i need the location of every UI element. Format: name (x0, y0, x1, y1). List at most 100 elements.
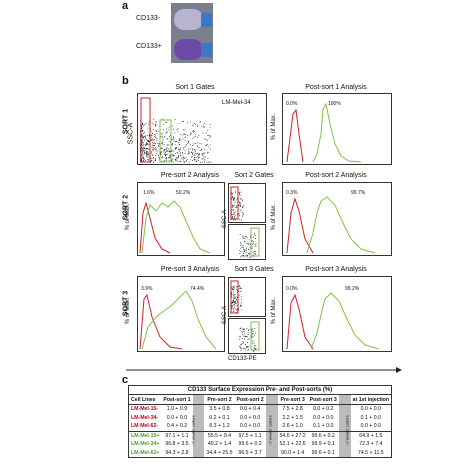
scatter-dot (152, 144, 153, 146)
scatter-dot (185, 159, 187, 161)
scatter-dot (141, 148, 143, 150)
table-cell: 94.3 + 2.8 (165, 449, 189, 456)
scatter-dot (147, 147, 149, 149)
scatter-dot (251, 330, 253, 332)
table-cell: 34.4 + 25.5 (206, 449, 233, 456)
scatter-dot (158, 143, 160, 145)
scatter-dot (244, 248, 246, 250)
scatter-dot (233, 198, 235, 200)
scatter-dot (147, 152, 149, 154)
scatter-dot (144, 124, 145, 126)
scatter-dot (152, 138, 153, 140)
scatter-dot (241, 212, 243, 213)
scatter-dot (155, 137, 157, 138)
scatter-dot (152, 150, 154, 152)
scatter-dot (143, 135, 145, 137)
scatter-dot (232, 196, 233, 198)
scatter-dot (175, 147, 177, 149)
post1-ylabel: % of Max. (271, 113, 277, 141)
scatter-dot (244, 241, 246, 242)
scatter-dot (242, 348, 244, 350)
scatter-dot (245, 349, 246, 351)
scatter-dot (145, 123, 147, 125)
table-cell: 3.5 + 0.8 (209, 406, 230, 413)
scatter-dot (239, 304, 241, 306)
scatter-dot (176, 158, 178, 160)
scatter-dot (185, 161, 187, 162)
expression-table: Cell Lines Post-sort 1 Pre-sort 2 Post-s… (129, 395, 391, 457)
post2-title: Post-sort 2 Analysis (305, 172, 367, 179)
scatter-dot (155, 125, 157, 127)
scatter-dot (148, 135, 150, 137)
scatter-dot (207, 152, 209, 153)
scatter-dot (169, 156, 171, 158)
scatter-dot (146, 158, 148, 160)
scatter-dot (147, 156, 149, 158)
scatter-dot (241, 328, 243, 330)
cell-line-label: LM-Mel-34 (222, 100, 251, 106)
scatter-dot (240, 347, 242, 349)
scatter-dot (200, 162, 202, 164)
scatter-dot (142, 152, 144, 154)
scatter-dot (148, 148, 150, 150)
scatter-dot (153, 148, 155, 149)
scatter-dot (155, 135, 157, 137)
scatter-dot (142, 123, 144, 125)
table-row: LM-Mel-15- 1.0 + 0.9 3.5 + 0.8 0.0 + 0.4 7.5… (129, 404, 391, 414)
scatter-dot (164, 154, 166, 156)
scatter-dot (243, 255, 244, 256)
scatter-dot (203, 124, 205, 126)
scatter-dot (255, 243, 257, 245)
scatter-dot (255, 250, 257, 252)
scatter-dot (208, 161, 210, 163)
scatter-dot (246, 243, 248, 245)
scatter-dot (183, 129, 184, 131)
scatter-dot (241, 216, 243, 218)
table-cell: 97.5 + 1.1 (238, 432, 262, 439)
scatter-dot (245, 335, 247, 337)
scatter-dot (177, 152, 179, 154)
scatter-dot (172, 154, 174, 156)
scatter-dot (182, 156, 184, 158)
scatter-dot (255, 246, 257, 248)
scatter-dot (175, 148, 177, 150)
scatter-dot (166, 138, 168, 140)
scatter-dot (192, 151, 194, 153)
scatter-dot (246, 255, 248, 257)
scatter-dot (235, 191, 237, 193)
scatter-dot (150, 160, 152, 162)
culture-gap-cell (192, 404, 205, 414)
scatter-dot (171, 138, 173, 140)
scatter-dot (201, 158, 203, 160)
scatter-dot (241, 332, 243, 334)
scatter-dot (233, 209, 235, 211)
pre3-title: Pre-sort 3 Analysis (160, 266, 220, 273)
table-cell: 0.0 + 0.0 (239, 423, 261, 430)
scatter-dot (192, 145, 193, 146)
sort2-gates-title: Sort 2 Gates (234, 172, 274, 179)
table-cell: 54.6 + 27.2 (279, 432, 306, 439)
scatter-dot (145, 148, 146, 150)
scatter-dot (161, 147, 163, 149)
scatter-dot (241, 343, 242, 345)
table-cell: 0.0 + 0.0 (360, 423, 381, 430)
scatter-dot (151, 151, 153, 153)
scatter-dot (239, 345, 241, 347)
scatter-dot (203, 158, 205, 160)
scatter-dot (146, 143, 148, 145)
scatter-dot (141, 150, 143, 152)
scatter-dot (242, 330, 244, 332)
scatter-dot (248, 328, 250, 330)
table-cell: 2.6 + 1.0 (282, 423, 303, 430)
scatter-dot (169, 155, 171, 157)
cell-line-name: LM-Mel-34- (131, 414, 159, 421)
scatter-dot (239, 202, 241, 204)
scatter-dot (253, 334, 255, 336)
scatter-dot (198, 154, 200, 156)
scatter-dot (209, 144, 211, 146)
scatter-dot (209, 135, 211, 137)
sort3-red-gate (230, 280, 239, 314)
scatter-dot (240, 288, 242, 290)
scatter-dot (178, 150, 180, 152)
culture-gap-cell (338, 431, 351, 440)
